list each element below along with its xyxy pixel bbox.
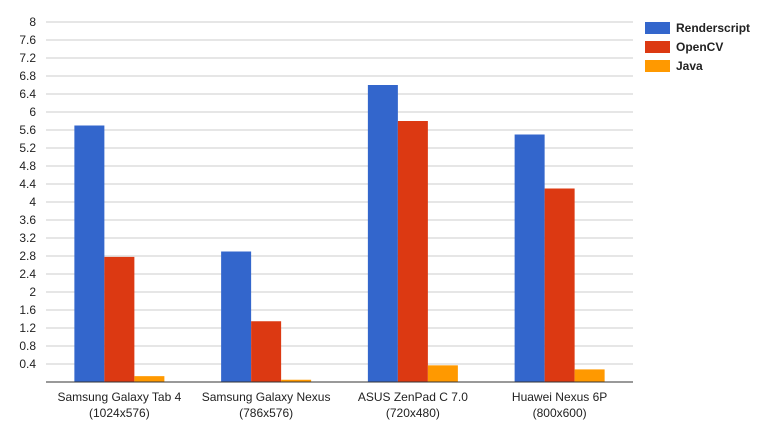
x-category-label: Samsung Galaxy Tab 4 — [57, 390, 181, 404]
y-tick-label: 4.8 — [19, 159, 36, 173]
bar-java-1 — [281, 379, 312, 382]
legend-swatch-renderscript — [645, 22, 670, 34]
bar-java-3 — [574, 369, 605, 382]
y-tick-label: 4 — [29, 195, 36, 209]
bar-renderscript-0 — [74, 125, 105, 382]
legend-label-renderscript: Renderscript — [676, 21, 750, 35]
y-tick-label: 7.6 — [19, 33, 36, 47]
x-category-label: Samsung Galaxy Nexus — [202, 390, 331, 404]
legend-label-opencv: OpenCV — [676, 40, 723, 54]
x-axis-category-labels: Samsung Galaxy Tab 4 (1024x576) Samsung Ga… — [57, 390, 607, 420]
y-tick-label: 5.6 — [19, 123, 36, 137]
x-category-label: (800x600) — [533, 406, 587, 420]
bar-opencv-0 — [104, 256, 135, 382]
y-tick-label: 3.2 — [19, 231, 36, 245]
legend-label-java: Java — [676, 59, 703, 73]
y-tick-label: 4.4 — [19, 177, 36, 191]
y-tick-label: 8 — [29, 15, 36, 29]
y-tick-label: 6 — [29, 105, 36, 119]
legend: Renderscript OpenCV Java — [645, 21, 750, 73]
y-tick-label: 3.6 — [19, 213, 36, 227]
y-tick-label: 2.8 — [19, 249, 36, 263]
x-category-label: Huawei Nexus 6P — [512, 390, 607, 404]
legend-swatch-opencv — [645, 41, 670, 53]
legend-swatch-java — [645, 60, 670, 72]
y-tick-label: 0.4 — [19, 357, 36, 371]
y-tick-label: 1.2 — [19, 321, 36, 335]
y-tick-label: 2 — [29, 285, 36, 299]
y-tick-label: 1.6 — [19, 303, 36, 317]
bar-java-0 — [134, 376, 165, 382]
y-tick-label: 2.4 — [19, 267, 36, 281]
bars — [74, 85, 605, 382]
y-tick-label: 0.8 — [19, 339, 36, 353]
x-category-label: (1024x576) — [89, 406, 150, 420]
y-tick-label: 6.8 — [19, 69, 36, 83]
x-category-label: (720x480) — [386, 406, 440, 420]
y-axis-tick-labels: 0.4 0.8 1.2 1.6 2 2.4 2.8 3.2 3.6 4 4.4 4.8 5.2 5.6 6 6… — [19, 15, 36, 371]
y-tick-label: 6.4 — [19, 87, 36, 101]
y-tick-label: 7.2 — [19, 51, 36, 65]
bar-opencv-3 — [544, 188, 575, 382]
bar-renderscript-1 — [221, 251, 252, 382]
x-category-label: ASUS ZenPad C 7.0 — [358, 390, 468, 404]
x-category-label: (786x576) — [239, 406, 293, 420]
bar-renderscript-2 — [367, 85, 398, 382]
bar-opencv-2 — [397, 121, 428, 382]
y-tick-label: 5.2 — [19, 141, 36, 155]
bar-renderscript-3 — [514, 134, 545, 382]
bar-opencv-1 — [251, 321, 282, 382]
bar-java-2 — [427, 365, 458, 382]
